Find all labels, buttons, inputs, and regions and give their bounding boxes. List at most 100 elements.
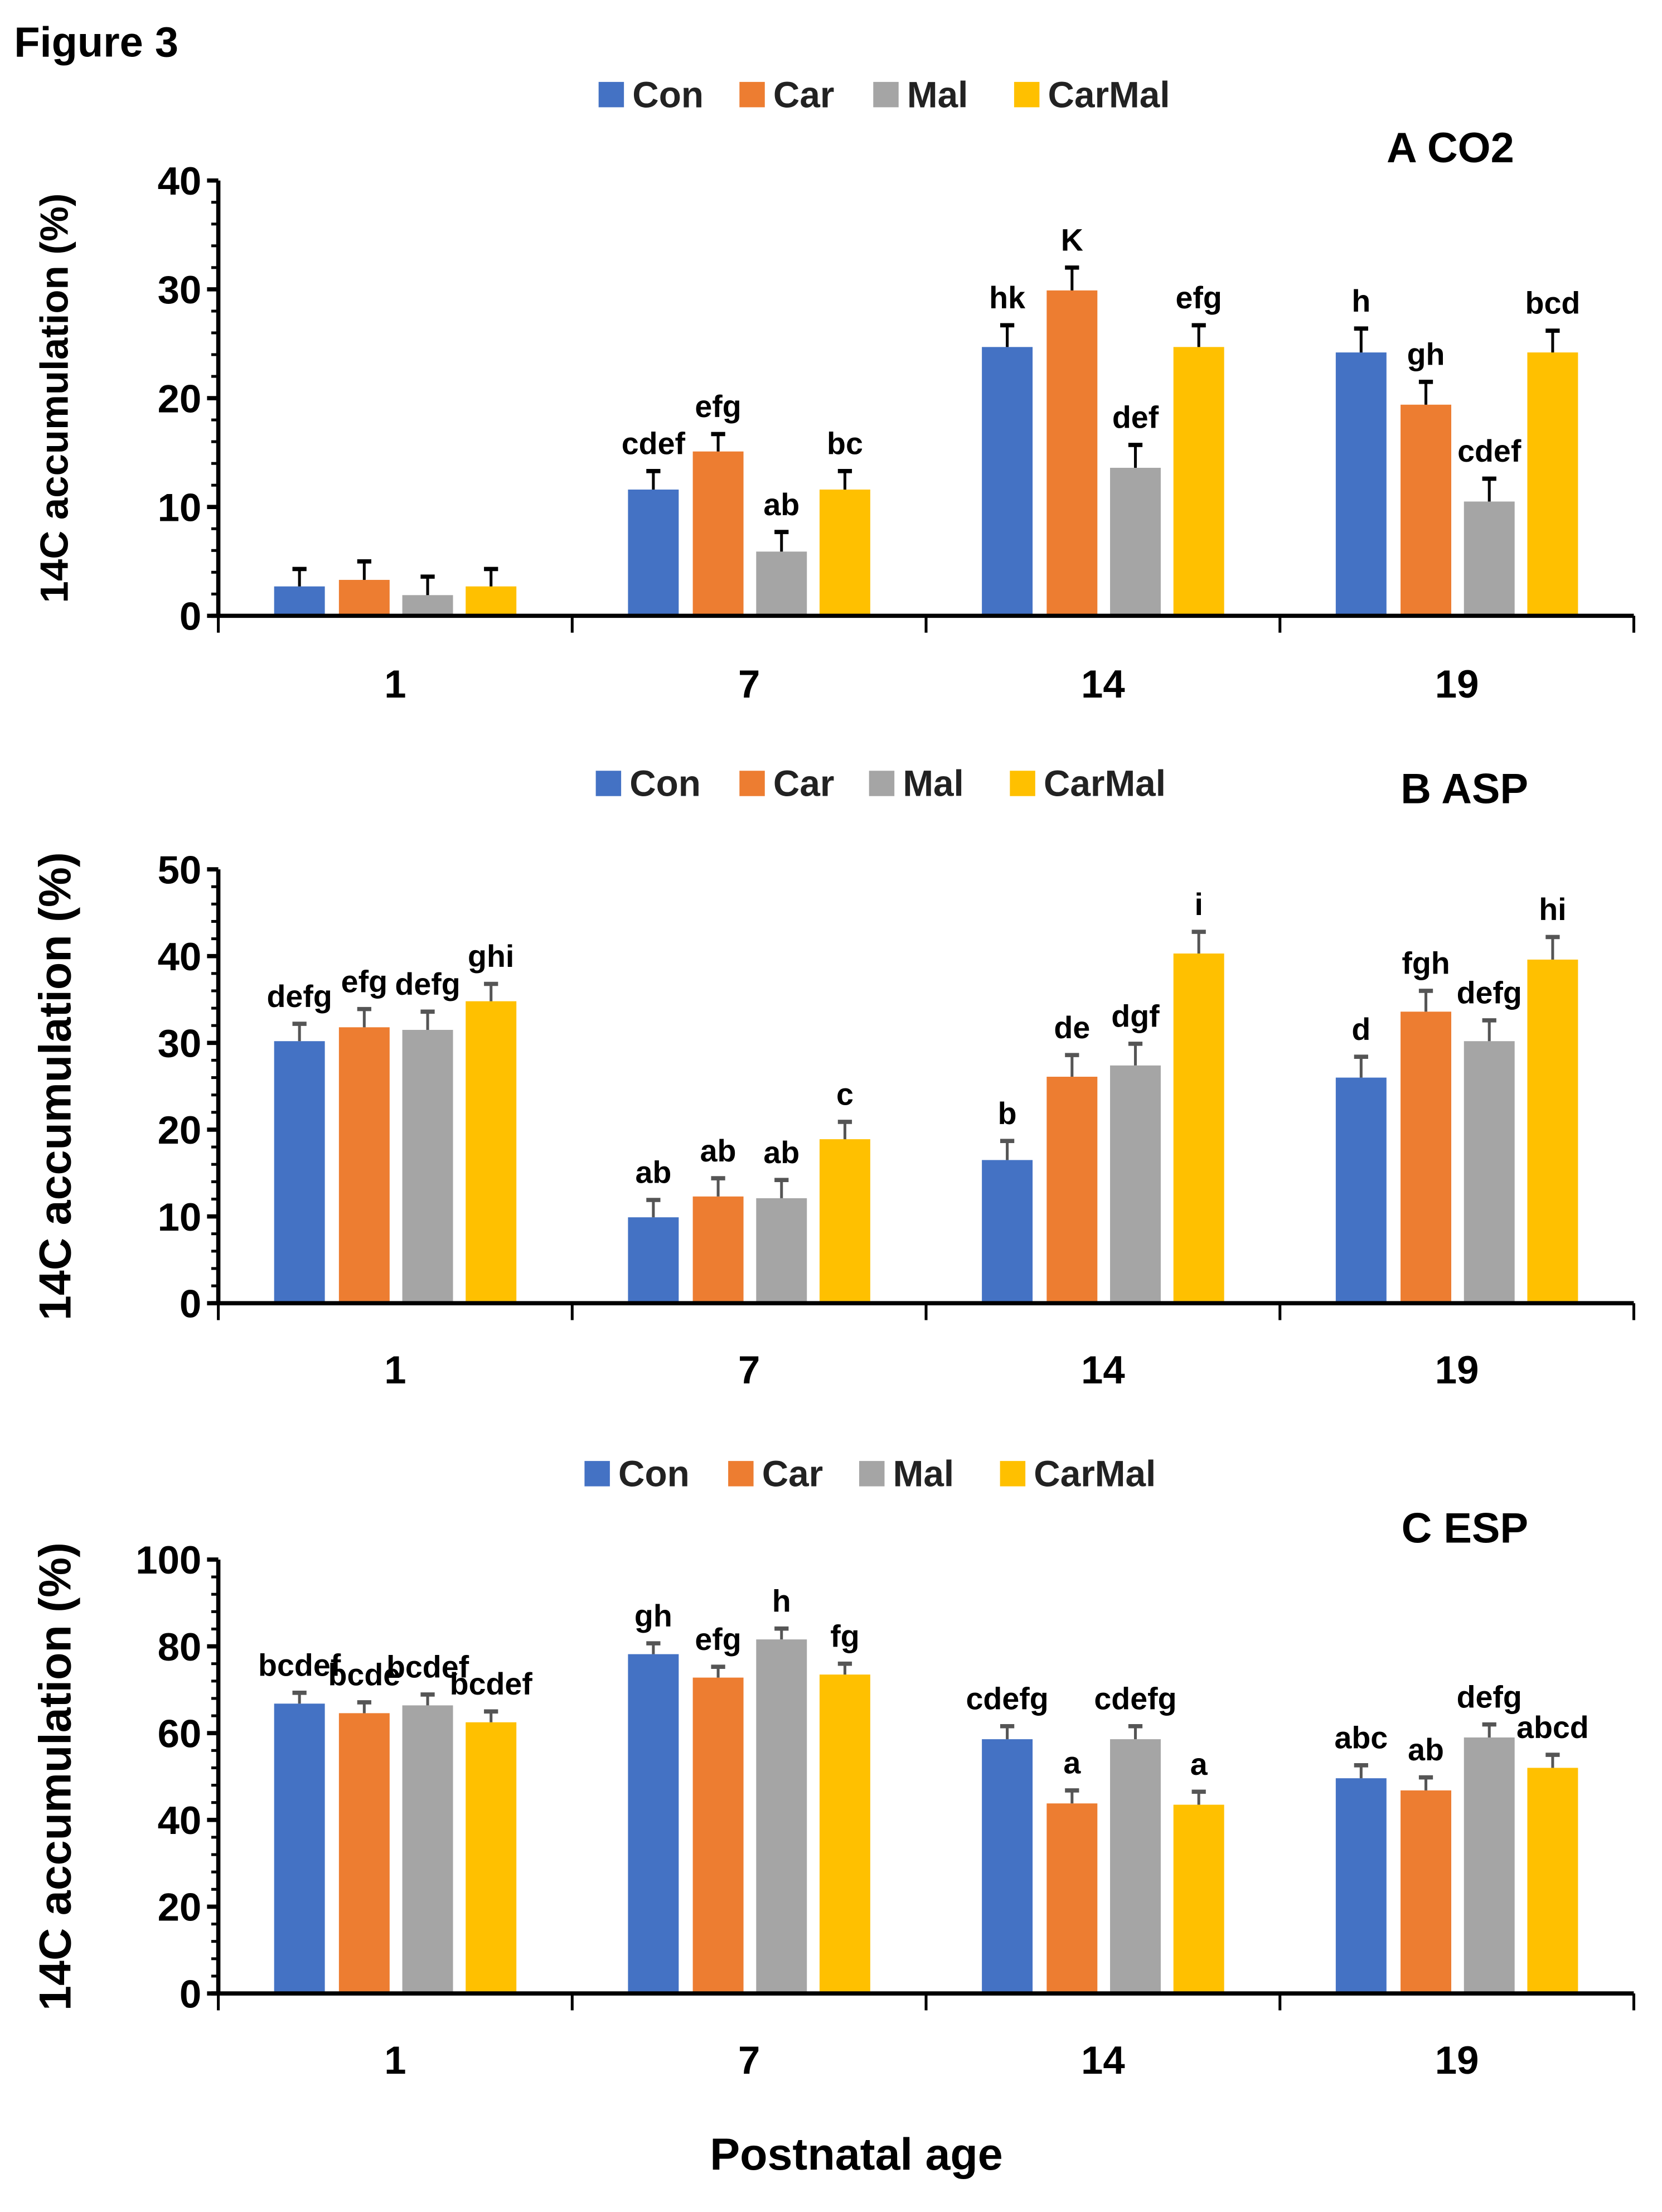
y-tick-label: 100 [135,1538,201,1582]
significance-letter: abcd [1516,1710,1589,1745]
legend-label-car: Car [773,74,835,115]
significance-letter: bcde [328,1658,401,1692]
bar-carmal-19 [1527,352,1578,616]
bar-mal-7 [756,1198,807,1304]
x-tick-label: 14 [1081,662,1125,706]
bar-car-14 [1046,290,1098,616]
bar-car-1 [338,1713,390,1994]
significance-letter: ghi [468,939,514,974]
bar-con-1 [274,1703,325,1994]
legend: Con Car Mal CarMal [584,1454,1156,1494]
bar-mal-19 [1464,1737,1515,1994]
y-tick-label: 10 [158,1195,202,1239]
y-tick-label: 30 [158,1022,202,1066]
significance-letter: bcd [1525,286,1581,321]
y-tick-label: 80 [158,1625,202,1669]
significance-letter: ab [1408,1732,1444,1767]
significance-letter: bcdef [386,1650,469,1685]
significance-letter: defg [1457,976,1522,1010]
x-tick-label: 19 [1435,2038,1479,2082]
bar-con-19 [1335,1077,1387,1304]
bar-con-1 [274,1041,325,1304]
legend-swatch-mal [869,771,895,796]
bar-mal-19 [1464,501,1515,616]
y-tick-label: 40 [158,1798,202,1842]
significance-letter: bc [827,426,863,461]
legend: Con Car Mal CarMal [598,74,1170,115]
y-tick-label: 0 [180,594,201,638]
significance-letter: cdef [622,426,686,461]
x-tick-label: 1 [384,1348,406,1392]
y-axis-label: 14C accumulation (%) [30,852,80,1320]
legend-label-car: Car [762,1454,823,1494]
y-tick-label: 0 [180,1281,201,1325]
legend-label-con: Con [629,763,701,804]
significance-letter: c [836,1077,854,1112]
significance-letter: fg [830,1619,859,1653]
bar-carmal-7 [819,1139,870,1304]
bar-con-14 [982,347,1033,616]
legend-label-car: Car [773,763,835,804]
bar-carmal-19 [1527,959,1578,1304]
y-tick-label: 30 [158,268,202,312]
x-tick-label: 7 [738,1348,760,1392]
legend-swatch-con [598,81,624,108]
bar-mal-14 [1110,1739,1161,1994]
legend-swatch-mal [873,81,899,108]
legend-swatch-carmal [1014,81,1040,108]
x-tick-label: 19 [1435,662,1479,706]
bar-mal-1 [402,1029,453,1304]
bar-con-19 [1335,1778,1387,1994]
legend-label-con: Con [618,1454,690,1494]
legend-swatch-con [584,1461,610,1487]
bar-carmal-14 [1173,1804,1224,1994]
bar-mal-7 [756,551,807,616]
legend-swatch-car [728,1461,754,1487]
chart-title: C ESP [1402,1505,1528,1552]
bar-car-14 [1046,1803,1098,1994]
legend-swatch-car [739,771,765,796]
y-tick-label: 50 [158,848,202,892]
bar-car-19 [1401,1011,1452,1304]
bar-carmal-1 [466,1001,517,1304]
bar-con-7 [628,489,679,616]
x-tick-label: 14 [1081,1348,1125,1392]
significance-letter: ab [763,487,799,522]
legend-swatch-carmal [1010,771,1035,796]
significance-letter: efg [341,964,387,999]
significance-letter: ab [700,1134,736,1168]
legend-label-mal: Mal [903,763,963,804]
figure-label: Figure 3 [14,18,178,66]
significance-letter: gh [1407,337,1445,371]
y-tick-label: 20 [158,1885,202,1929]
legend-label-mal: Mal [893,1454,954,1494]
x-tick-label: 14 [1081,2038,1125,2082]
bar-carmal-14 [1173,347,1224,616]
bar-carmal-7 [819,489,870,616]
y-axis-label: 14C accumulation (%) [30,1542,80,2011]
bar-con-14 [982,1160,1033,1304]
bar-mal-7 [756,1639,807,1994]
significance-letter: i [1194,887,1203,922]
significance-letter: efg [695,389,741,424]
legend-label-carmal: CarMal [1044,763,1166,804]
y-tick-label: 20 [158,376,202,420]
bar-carmal-1 [466,586,517,616]
legend-swatch-carmal [1000,1461,1026,1487]
bar-mal-1 [402,1705,453,1994]
bar-carmal-7 [819,1674,870,1994]
significance-letter: b [998,1096,1017,1131]
y-tick-label: 10 [158,485,202,529]
significance-letter: a [1063,1746,1081,1780]
x-tick-label: 1 [384,662,406,706]
bar-carmal-14 [1173,953,1224,1304]
chart-title: A CO2 [1387,124,1514,172]
y-axis-label: 14C accumulation (%) [32,193,76,603]
y-tick-label: 40 [158,159,202,203]
bar-car-1 [338,579,390,616]
bar-mal-14 [1110,1065,1161,1304]
legend: Con Car Mal CarMal [595,763,1166,804]
bar-car-7 [692,1677,744,1994]
